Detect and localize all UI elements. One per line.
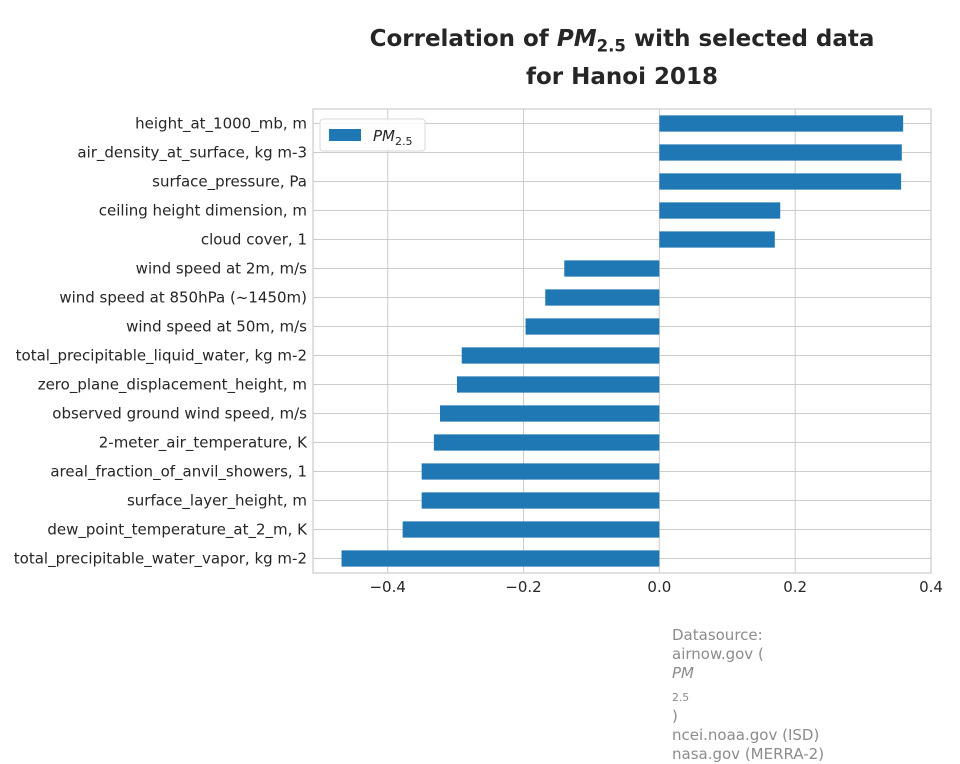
y-tick-label-8: total_precipitable_liquid_water, kg m-2 <box>16 347 307 366</box>
y-tick-label-13: surface_layer_height, m <box>127 492 307 511</box>
y-tick-label-14: dew_point_temperature_at_2_m, K <box>47 521 308 540</box>
bar-15 <box>341 550 660 567</box>
x-tick-label-4: 0.4 <box>919 578 943 596</box>
y-tick-label-15: total_precipitable_water_vapor, kg m-2 <box>14 550 307 569</box>
y-tick-label-2: surface_pressure, Pa <box>152 173 307 192</box>
bar-1 <box>659 144 902 161</box>
bar-7 <box>525 318 660 335</box>
source-airnow: airnow.gov (PM 2.5) <box>672 645 764 725</box>
x-tick-label-3: 0.2 <box>783 578 807 596</box>
bar-10 <box>439 405 660 422</box>
legend-swatch <box>329 129 361 141</box>
bar-8 <box>461 347 660 364</box>
source-ncei: ncei.noaa.gov (ISD) <box>672 726 820 744</box>
y-tick-label-6: wind speed at 850hPa (~1450m) <box>59 289 307 307</box>
bar-2 <box>659 173 902 190</box>
y-tick-label-10: observed ground wind speed, m/s <box>52 405 307 423</box>
x-tick-label-2: 0.0 <box>647 578 671 596</box>
bar-11 <box>433 434 660 451</box>
y-tick-label-12: areal_fraction_of_anvil_showers, 1 <box>50 463 307 482</box>
plot-frame <box>312 108 932 574</box>
x-tick-label-0: −0.4 <box>369 578 405 596</box>
bar-3 <box>659 202 781 219</box>
y-tick-label-3: ceiling height dimension, m <box>99 202 307 220</box>
chart-title: Correlation of PM2.5 with selected data … <box>342 24 902 92</box>
chart-title-line2: for Hanoi 2018 <box>525 63 718 90</box>
source-nasa: nasa.gov (MERRA-2) <box>672 745 825 763</box>
legend-label: PM2.5 <box>373 127 413 148</box>
x-tick-label-1: −0.2 <box>505 578 541 596</box>
legend-box <box>319 118 426 152</box>
bar-12 <box>421 463 660 480</box>
source-heading: Datasource: <box>672 626 763 644</box>
bar-0 <box>659 115 904 132</box>
chart-title-line1: Correlation of PM2.5 with selected data <box>369 26 875 56</box>
y-tick-label-1: air_density_at_surface, kg m-3 <box>77 144 307 163</box>
y-tick-label-7: wind speed at 50m, m/s <box>126 318 307 336</box>
bar-13 <box>421 492 660 509</box>
y-tick-label-0: height_at_1000_mb, m <box>135 115 307 134</box>
y-tick-label-9: zero_plane_displacement_height, m <box>38 376 307 395</box>
y-tick-label-11: 2-meter_air_temperature, K <box>99 434 308 453</box>
bar-chart: height_at_1000_mb, m air_density_at_surfa… <box>14 108 943 596</box>
bar-4 <box>659 231 775 248</box>
data-source-note: Datasource: airnow.gov (PM 2.5) ncei.noaa… <box>672 626 824 764</box>
y-tick-label-4: cloud cover, 1 <box>201 231 307 249</box>
bar-5 <box>564 260 660 277</box>
bar-6 <box>545 289 660 306</box>
bar-14 <box>402 521 660 538</box>
y-tick-label-5: wind speed at 2m, m/s <box>136 260 308 278</box>
bar-9 <box>456 376 660 393</box>
